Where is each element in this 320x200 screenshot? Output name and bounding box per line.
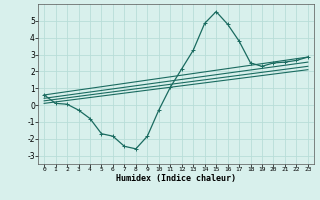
X-axis label: Humidex (Indice chaleur): Humidex (Indice chaleur) [116,174,236,183]
